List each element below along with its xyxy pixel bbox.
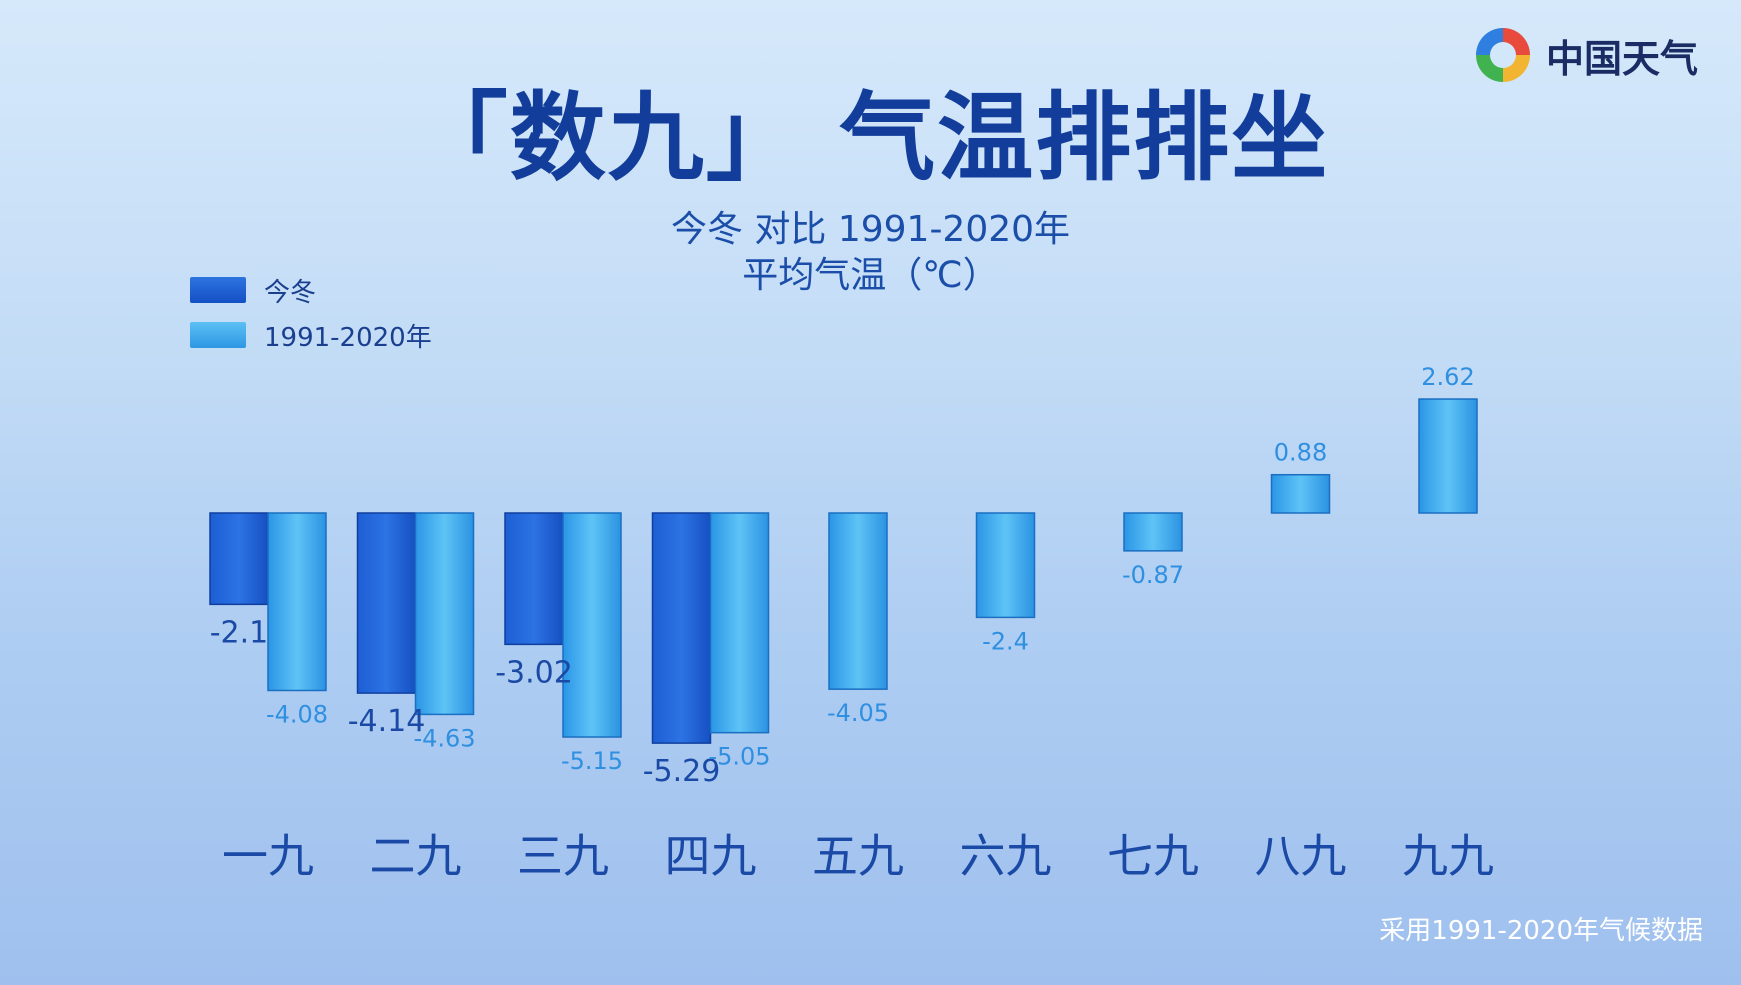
legend-item-current: 今冬	[190, 275, 316, 308]
data-label-current-1: -2.1	[210, 615, 269, 650]
bar-normal-1	[267, 512, 327, 692]
bar-normal-4	[709, 512, 770, 734]
footnote: 采用1991-2020年气候数据	[1379, 916, 1703, 946]
bar-normal-9	[1418, 398, 1478, 514]
data-label-normal-9: 2.62	[1421, 363, 1474, 391]
data-label-normal-5: -4.05	[827, 699, 889, 727]
data-label-normal-2: -4.63	[413, 724, 475, 752]
data-label-normal-7: -0.87	[1122, 561, 1184, 589]
legend-label-normal: 1991-2020年	[264, 322, 432, 353]
brand-logo: 中国天气	[1470, 20, 1720, 90]
chart-subtitle-line1: 今冬 对比 1991-2020年	[670, 209, 1071, 250]
legend-item-normal: 1991-2020年	[190, 320, 432, 353]
legend-swatch-normal	[190, 322, 246, 348]
category-label-9: 九九	[1402, 829, 1494, 883]
bar-current-4	[651, 512, 712, 744]
category-label-2: 二九	[370, 829, 462, 883]
china-weather-logo-icon	[1476, 28, 1530, 82]
data-label-normal-4: -5.05	[708, 743, 770, 771]
bar-normal-6	[975, 512, 1036, 619]
bar-normal-3	[562, 512, 622, 738]
data-label-current-3: -3.02	[495, 655, 573, 690]
category-label-4: 四九	[665, 829, 757, 883]
bar-normal-5	[828, 512, 888, 690]
data-label-current-2: -4.14	[348, 704, 426, 739]
bar-current-2	[356, 512, 417, 694]
category-label-6: 六九	[960, 829, 1052, 883]
data-label-normal-1: -4.08	[266, 700, 328, 728]
data-label-normal-6: -2.4	[982, 627, 1029, 655]
brand-name: 中国天气	[1546, 36, 1699, 81]
bar-normal-7	[1123, 512, 1183, 552]
category-label-5: 五九	[812, 829, 904, 883]
bar-normal-8	[1270, 473, 1331, 514]
data-label-current-4: -5.29	[643, 754, 721, 789]
bar-current-3	[504, 512, 564, 646]
category-label-8: 八九	[1255, 829, 1347, 883]
category-label-1: 一九	[222, 829, 314, 883]
bar-normal-2	[414, 512, 475, 716]
chart-title: 「数九」 气温排排坐	[411, 82, 1330, 194]
data-label-normal-8: 0.88	[1274, 439, 1327, 467]
bar-current-1	[209, 512, 269, 606]
category-label-3: 三九	[517, 829, 609, 883]
data-label-normal-3: -5.15	[561, 747, 623, 775]
legend-swatch-current	[190, 277, 246, 303]
legend-label-current: 今冬	[264, 277, 317, 308]
chart-subtitle-line2: 平均气温（℃）	[742, 255, 999, 296]
category-label-7: 七九	[1107, 829, 1199, 883]
